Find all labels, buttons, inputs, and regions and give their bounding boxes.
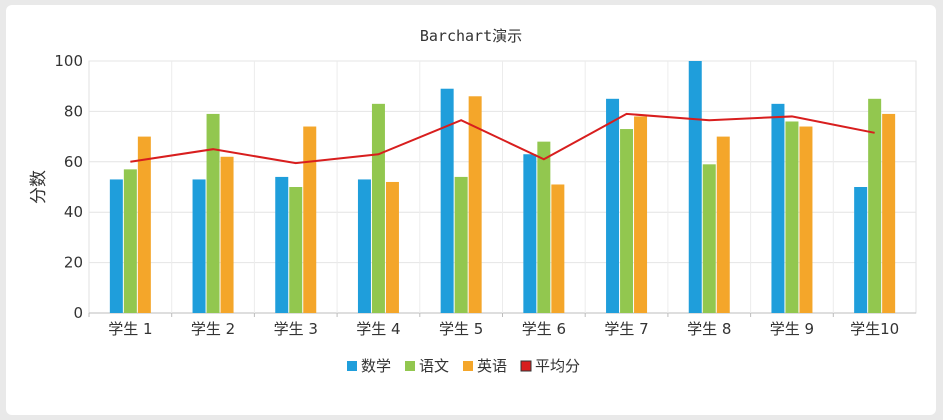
legend-item[interactable]: 数学 — [347, 357, 391, 375]
bar[interactable] — [716, 136, 730, 313]
chart-title: Barchart演示 — [420, 27, 522, 45]
bar[interactable] — [771, 103, 785, 313]
x-tick-label: 学生 3 — [274, 320, 318, 338]
x-tick-label: 学生 1 — [108, 320, 152, 338]
x-tick-label: 学生10 — [850, 320, 899, 338]
average-line-path[interactable] — [130, 112, 875, 165]
bar[interactable] — [289, 187, 303, 313]
bar[interactable] — [371, 103, 385, 313]
bar[interactable] — [882, 113, 896, 313]
bar[interactable] — [785, 121, 799, 313]
bar[interactable] — [868, 98, 882, 313]
bar[interactable] — [468, 96, 482, 313]
x-tick-label: 学生 2 — [191, 320, 235, 338]
legend-label: 语文 — [419, 357, 449, 375]
bar[interactable] — [702, 164, 716, 313]
y-axis-ticks: 0 20 40 60 80 100 — [54, 52, 83, 322]
legend-item[interactable]: 语文 — [405, 357, 449, 375]
x-tick-label: 学生 9 — [770, 320, 814, 338]
bar[interactable] — [537, 141, 551, 313]
bar[interactable] — [620, 129, 634, 313]
x-tick-label: 学生 4 — [356, 320, 400, 338]
x-axis-ticks: 学生 1 学生 2 学生 3 学生 4 学生 5 学生 6 学生 7 学生 8 学生 9 学生10 — [88, 313, 899, 338]
bar[interactable] — [854, 187, 868, 313]
bar[interactable] — [606, 98, 620, 313]
legend-label: 数学 — [361, 357, 391, 375]
bar[interactable] — [551, 184, 565, 313]
bar[interactable] — [275, 176, 289, 313]
bar[interactable] — [303, 126, 317, 314]
average-line — [130, 112, 875, 165]
y-tick-label: 40 — [64, 203, 83, 221]
y-tick-label: 80 — [64, 102, 83, 120]
legend-swatch — [405, 361, 415, 371]
bar[interactable] — [523, 154, 537, 313]
legend-item[interactable]: 英语 — [463, 357, 507, 375]
x-tick-label: 学生 7 — [604, 320, 648, 338]
bar[interactable] — [440, 88, 454, 313]
bar[interactable] — [220, 156, 234, 313]
x-tick-label: 学生 8 — [687, 320, 731, 338]
bar[interactable] — [385, 181, 399, 313]
legend-label: 英语 — [477, 357, 507, 375]
y-tick-label: 100 — [54, 52, 83, 70]
y-tick-label: 0 — [73, 304, 83, 322]
bar[interactable] — [799, 126, 813, 314]
bars — [109, 61, 896, 314]
bar[interactable] — [634, 116, 648, 313]
legend-item[interactable]: 平均分 — [520, 357, 580, 375]
bar[interactable] — [454, 176, 468, 313]
legend-swatch — [347, 361, 357, 371]
legend-swatch — [520, 360, 532, 372]
legend-swatch — [463, 361, 473, 371]
legend[interactable]: 数学 语文 英语 平均分 — [347, 357, 580, 375]
y-tick-label: 60 — [64, 153, 83, 171]
x-tick-label: 学生 6 — [522, 320, 566, 338]
bar[interactable] — [192, 179, 206, 313]
legend-label: 平均分 — [535, 357, 580, 375]
bar[interactable] — [206, 113, 220, 313]
y-axis-label: 分数 — [29, 170, 49, 204]
bar[interactable] — [123, 169, 137, 313]
y-tick-label: 20 — [64, 254, 83, 272]
bar[interactable] — [357, 179, 371, 313]
bar[interactable] — [137, 136, 151, 313]
x-tick-label: 学生 5 — [439, 320, 483, 338]
bar[interactable] — [109, 179, 123, 313]
bar[interactable] — [688, 61, 702, 313]
